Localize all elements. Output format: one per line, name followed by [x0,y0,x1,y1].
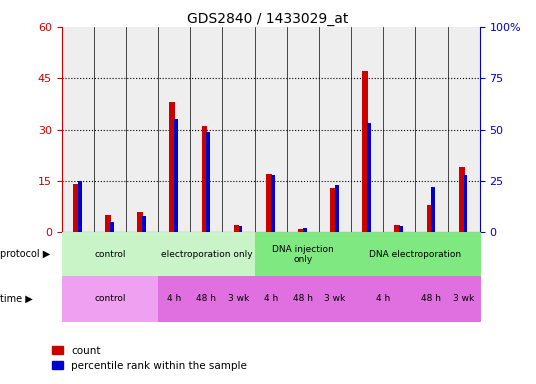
Bar [271,175,274,232]
Bar [394,225,400,232]
Bar [105,215,111,232]
Bar [448,27,480,232]
Bar [459,167,465,232]
Text: control: control [94,250,125,259]
Bar [110,222,114,232]
Text: 4 h: 4 h [264,294,278,303]
Text: 3 wk: 3 wk [324,294,346,303]
Bar [222,27,255,232]
Bar [234,225,240,232]
Bar [94,27,126,232]
Bar [464,175,467,232]
Bar [190,27,222,232]
Bar [62,27,94,232]
Text: time ▶: time ▶ [0,293,33,304]
Bar [399,226,403,232]
Text: GDS2840 / 1433029_at: GDS2840 / 1433029_at [187,12,349,25]
Bar [319,27,351,232]
Bar [73,184,79,232]
Bar [287,27,319,232]
Bar [383,27,415,232]
Bar [169,102,175,232]
Text: 4 h: 4 h [167,294,181,303]
Text: DNA electroporation: DNA electroporation [369,250,461,259]
Text: 48 h: 48 h [293,294,313,303]
Bar [137,212,143,232]
Bar [303,228,307,232]
Text: 3 wk: 3 wk [453,294,474,303]
Text: 4 h: 4 h [376,294,390,303]
Bar [415,27,448,232]
Text: electroporation only: electroporation only [161,250,252,259]
Text: DNA injection
only: DNA injection only [272,245,334,264]
Bar [351,27,383,232]
Bar [367,123,371,232]
Bar [202,126,207,232]
Bar [158,27,190,232]
Bar [142,216,146,232]
Bar [335,185,339,232]
Bar [174,119,178,232]
Bar [362,71,368,232]
Bar [126,27,158,232]
Bar [427,205,433,232]
Bar [431,187,435,232]
Text: 3 wk: 3 wk [228,294,249,303]
Bar [255,27,287,232]
Text: control: control [94,294,125,303]
Bar [330,188,336,232]
Bar [266,174,272,232]
Legend: count, percentile rank within the sample: count, percentile rank within the sample [48,341,251,375]
Text: protocol ▶: protocol ▶ [0,249,50,260]
Bar [206,132,210,232]
Bar [78,181,81,232]
Text: 48 h: 48 h [196,294,217,303]
Bar [239,226,242,232]
Text: 48 h: 48 h [421,294,442,303]
Bar [298,229,304,232]
